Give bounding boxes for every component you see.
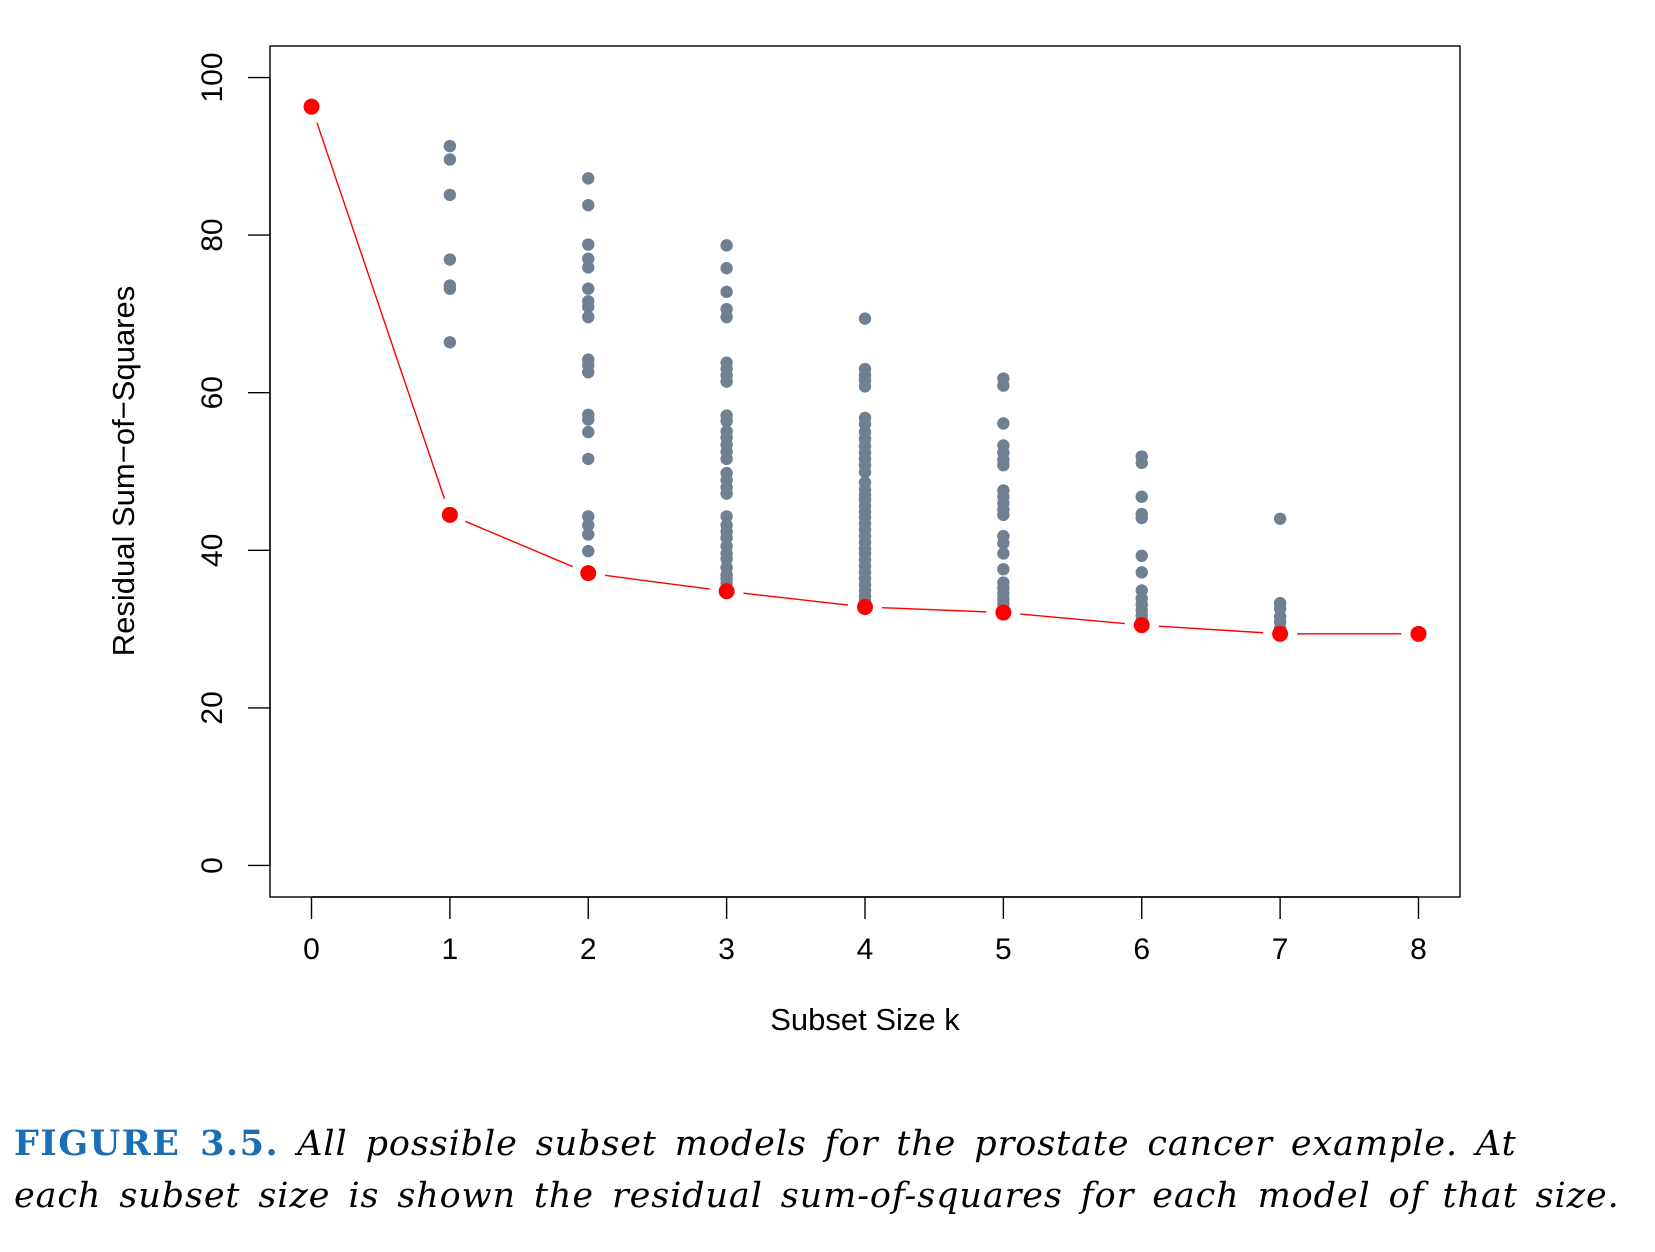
model-point — [1135, 511, 1148, 525]
best-model-point — [995, 604, 1012, 621]
model-point — [582, 310, 595, 324]
model-point — [720, 531, 733, 544]
best-model-point — [303, 98, 320, 115]
model-point — [582, 425, 595, 439]
model-point — [582, 518, 595, 532]
model-point — [858, 466, 872, 479]
model-point — [720, 414, 733, 428]
y-tick-label: 80 — [196, 218, 229, 251]
y-axis: 0 20 40 60 80 100 — [196, 52, 271, 874]
model-point — [582, 413, 595, 426]
x-tick-label: 7 — [1272, 933, 1289, 966]
best-subset-line — [316, 122, 1402, 635]
x-tick-label: 5 — [995, 933, 1012, 966]
model-point — [1135, 456, 1148, 470]
figure-label: FIGURE 3.5. — [14, 1123, 280, 1164]
model-point — [720, 285, 733, 299]
x-tick-label: 8 — [1410, 933, 1427, 966]
model-point — [997, 379, 1010, 392]
model-point — [582, 282, 595, 295]
model-point — [720, 487, 733, 500]
best-model-point — [1272, 625, 1289, 642]
model-point — [443, 336, 457, 349]
all-models-points — [443, 139, 1287, 641]
x-tick-label: 3 — [718, 933, 735, 966]
model-point — [443, 139, 457, 153]
x-tick-label: 2 — [580, 933, 597, 966]
model-point — [997, 537, 1010, 550]
model-point — [997, 508, 1010, 522]
best-model-point — [441, 506, 458, 523]
y-axis-title: Residual Sum−of−Squares — [106, 286, 141, 657]
model-point — [582, 238, 595, 251]
y-tick-label: 60 — [196, 376, 229, 409]
best-line-segment — [1158, 625, 1264, 634]
subset-rss-chart: 0 20 40 60 80 100 0 1 2 3 4 5 6 7 8 Subset Size k Res… — [106, 45, 1461, 1037]
best-model-point — [718, 583, 735, 600]
y-tick-label: 0 — [196, 857, 229, 874]
model-point — [720, 310, 733, 324]
x-tick-label: 6 — [1133, 933, 1150, 966]
best-line-segment — [605, 574, 710, 590]
model-point — [582, 172, 595, 185]
figure-caption-text-line2: each subset size is shown the residual s… — [14, 1176, 1620, 1216]
figure-caption: FIGURE 3.5. All possible subset models f… — [14, 1118, 1649, 1222]
best-line-segment — [316, 122, 446, 499]
model-point — [997, 458, 1010, 472]
best-model-point — [1133, 617, 1150, 634]
model-point — [582, 198, 595, 212]
model-point — [582, 544, 595, 558]
best-line-segment — [1020, 613, 1125, 625]
model-point — [582, 300, 595, 314]
model-point — [720, 552, 733, 566]
x-axis-title: Subset Size k — [770, 1002, 960, 1037]
best-models-points — [303, 98, 1427, 642]
model-point — [1273, 512, 1287, 525]
y-tick-label: 40 — [196, 534, 229, 567]
model-point — [1135, 566, 1148, 579]
model-point — [1135, 549, 1148, 563]
best-line-segment — [743, 592, 849, 606]
model-point — [720, 262, 733, 275]
model-point — [582, 452, 595, 466]
best-line-segment — [465, 520, 573, 568]
model-point — [443, 253, 457, 266]
x-axis: 0 1 2 3 4 5 6 7 8 — [303, 896, 1427, 966]
best-model-point — [1410, 625, 1427, 642]
model-point — [858, 312, 872, 325]
model-point — [858, 380, 872, 393]
model-point — [582, 510, 595, 523]
y-tick-label: 20 — [196, 691, 229, 724]
x-tick-label: 4 — [857, 933, 874, 966]
x-tick-label: 0 — [303, 933, 320, 966]
best-model-point — [857, 599, 873, 616]
figure-caption-text: All possible subset models for the prost… — [297, 1124, 1517, 1164]
model-point — [582, 366, 595, 379]
x-tick-label: 1 — [442, 933, 459, 966]
model-point — [443, 282, 457, 295]
best-model-point — [580, 565, 597, 582]
model-point — [997, 563, 1010, 576]
model-point — [997, 547, 1010, 560]
model-point — [720, 452, 733, 466]
y-tick-label: 100 — [196, 52, 229, 102]
model-point — [997, 417, 1010, 430]
model-point — [582, 252, 595, 265]
best-line-segment — [881, 607, 987, 613]
model-point — [582, 261, 595, 274]
model-point — [720, 375, 733, 388]
model-point — [443, 188, 457, 202]
model-point — [582, 528, 595, 541]
model-point — [443, 153, 457, 166]
model-point — [720, 239, 733, 252]
model-point — [1135, 490, 1148, 503]
model-point — [720, 510, 733, 523]
